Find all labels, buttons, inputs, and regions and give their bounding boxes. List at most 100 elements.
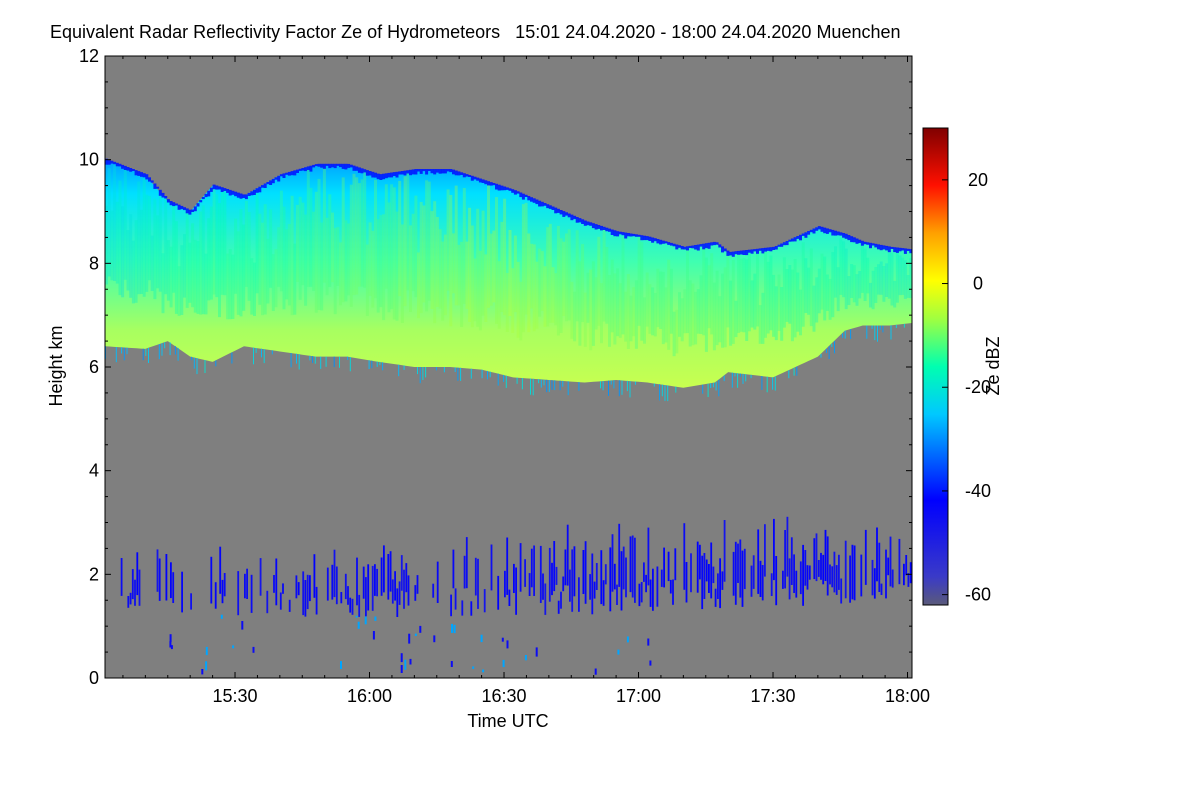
cloud-top-rim [312,164,316,168]
cloud-top-rim [352,165,356,171]
upper-cloud-texture [909,258,912,299]
upper-cloud-texture [804,258,808,313]
upper-cloud-texture [105,205,108,285]
cloud-top-rim [392,172,396,176]
cloud-top-rim [570,214,574,221]
cloud-top-rim [909,249,912,254]
cloud-top-rim [780,243,784,247]
cloud-top-rim [201,197,205,200]
upper-cloud-texture [306,167,310,287]
lower-layer-echo [808,565,811,580]
lower-layer-echo [172,572,175,603]
upper-cloud-texture [812,285,816,332]
upper-cloud-texture [290,195,294,316]
cloud-base-streak [521,378,523,390]
upper-cloud-texture [694,291,698,345]
lower-layer-echo [898,538,901,585]
cloud-top-rim [398,171,402,175]
upper-cloud-texture [218,203,221,318]
lower-layer-echo [367,564,370,611]
cloud-top-rim [317,163,321,167]
lower-layer-echo [667,551,670,582]
lower-layer-echo [391,579,394,604]
upper-cloud-texture [610,259,614,333]
cloud-top-rim [328,163,332,169]
cloud-top-rim [476,177,480,181]
lower-layer-echo [620,551,623,611]
upper-cloud-texture [890,252,894,306]
lower-layer-echo [273,575,275,593]
lower-layer-echo [566,524,569,586]
upper-cloud-texture [702,244,706,336]
surface-clutter [501,637,504,642]
cloud-base-streak [349,357,351,372]
cloud-top-rim [166,199,170,203]
cloud-base-streak [497,373,499,386]
upper-cloud-texture [304,214,308,306]
cloud-top-rim [446,169,450,172]
upper-cloud-texture [828,278,832,320]
cloud-top-rim [277,175,281,182]
upper-cloud-texture [532,244,536,332]
cloud-base-streak [825,348,827,353]
surface-clutter [649,660,652,666]
cloud-top-rim [105,158,108,165]
upper-cloud-texture [129,214,133,298]
upper-cloud-texture [481,210,485,316]
upper-cloud-texture [279,190,283,292]
lower-layer-echo [120,558,123,596]
lower-layer-echo [640,582,643,603]
cloud-base-streak [903,323,905,328]
upper-cloud-texture [729,280,733,346]
cloud-top-rim [726,250,730,256]
cloud-top-rim [118,163,122,167]
cloud-top-rim [645,236,649,241]
lower-layer-echo [313,554,316,598]
upper-cloud-texture [374,180,377,299]
upper-cloud-texture [107,168,111,277]
cloud-top-rim [188,209,192,215]
cloud-top-rim [403,170,407,176]
lower-layer-echo [383,545,385,593]
cloud-top-rim [363,169,367,173]
lower-layer-echo [764,524,766,577]
upper-cloud-texture [809,248,813,327]
upper-cloud-texture [312,211,316,291]
cloud-top-rim [721,246,724,253]
cloud-top-rim [535,199,539,205]
lower-layer-echo [165,554,168,601]
upper-cloud-texture [678,292,681,337]
lower-layer-echo [506,537,509,595]
cloud-top-rim [287,171,291,176]
upper-cloud-texture [495,197,498,324]
upper-cloud-texture [885,263,889,297]
cloud-base-streak [750,374,752,379]
cloud-base-streak [742,373,744,384]
upper-cloud-texture [387,202,391,313]
upper-cloud-texture [454,185,458,306]
cloud-base-streak [866,325,868,339]
upper-cloud-texture [400,224,404,323]
surface-clutter [408,633,411,644]
cloud-top-rim [129,168,133,172]
cloud-top-rim [164,196,168,199]
upper-cloud-texture [164,197,168,295]
cloud-base-streak [675,386,677,393]
upper-cloud-texture [336,227,340,286]
surface-clutter [617,649,620,655]
lower-layer-echo [223,573,226,597]
surface-clutter [205,661,208,671]
cloud-top-rim [223,188,227,191]
upper-cloud-texture [519,281,523,341]
cloud-top-rim [110,160,114,164]
upper-cloud-texture [589,269,593,351]
lower-layer-echo [618,523,621,587]
upper-cloud-texture [113,162,117,281]
cloud-top-rim [562,211,566,217]
upper-cloud-texture [772,274,776,337]
cloud-top-rim [314,164,318,167]
lower-layer-echo [528,573,531,596]
lower-layer-echo [376,568,378,597]
upper-cloud-texture [196,241,200,314]
cloud-top-rim [836,231,840,236]
